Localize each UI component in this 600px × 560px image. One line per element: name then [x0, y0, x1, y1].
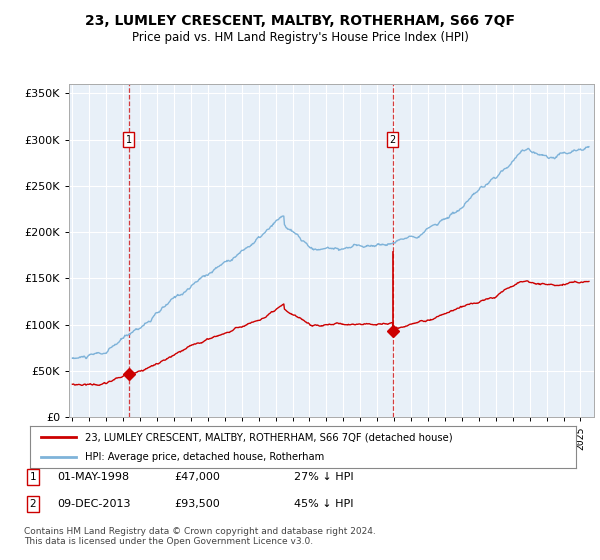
Text: 45% ↓ HPI: 45% ↓ HPI	[294, 499, 353, 509]
Text: £47,000: £47,000	[174, 472, 220, 482]
Text: HPI: Average price, detached house, Rotherham: HPI: Average price, detached house, Roth…	[85, 452, 324, 462]
Text: 09-DEC-2013: 09-DEC-2013	[57, 499, 131, 509]
Text: 23, LUMLEY CRESCENT, MALTBY, ROTHERHAM, S66 7QF (detached house): 23, LUMLEY CRESCENT, MALTBY, ROTHERHAM, …	[85, 432, 452, 442]
Text: 2: 2	[389, 134, 396, 144]
Text: 23, LUMLEY CRESCENT, MALTBY, ROTHERHAM, S66 7QF: 23, LUMLEY CRESCENT, MALTBY, ROTHERHAM, …	[85, 14, 515, 28]
Text: Price paid vs. HM Land Registry's House Price Index (HPI): Price paid vs. HM Land Registry's House …	[131, 31, 469, 44]
Text: 1: 1	[29, 472, 37, 482]
Text: 27% ↓ HPI: 27% ↓ HPI	[294, 472, 353, 482]
Text: 2: 2	[29, 499, 37, 509]
Text: Contains HM Land Registry data © Crown copyright and database right 2024.
This d: Contains HM Land Registry data © Crown c…	[24, 526, 376, 546]
Text: 1: 1	[126, 134, 132, 144]
Text: £93,500: £93,500	[174, 499, 220, 509]
Text: 01-MAY-1998: 01-MAY-1998	[57, 472, 129, 482]
